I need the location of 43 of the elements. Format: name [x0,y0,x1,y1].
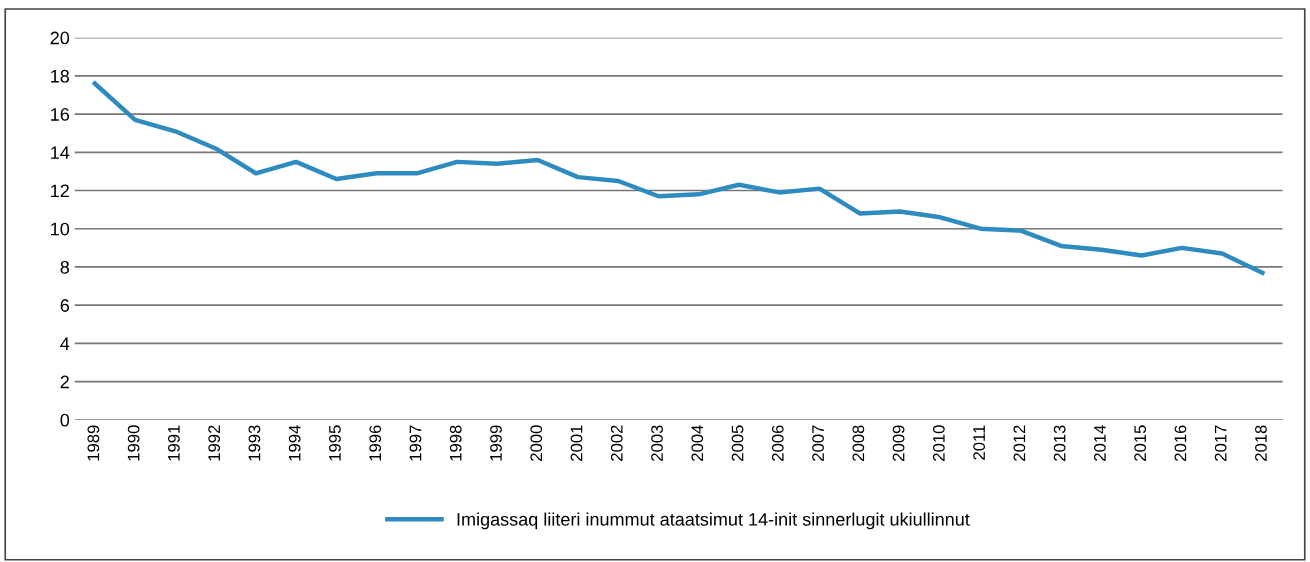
x-tick-label: 2017 [1214,425,1227,461]
x-tick-label: 2014 [1093,425,1106,461]
x-tick-label: 2001 [570,425,583,461]
y-tick-label: 14 [51,146,70,159]
x-tick-label: 1992 [208,425,221,461]
x-tick-label: 2000 [530,425,543,461]
x-tick-label: 1994 [288,425,301,461]
x-tick-label: 1997 [409,425,422,461]
y-tick-label: 10 [51,222,70,236]
y-tick-label: 0 [60,413,70,427]
x-tick-label: 2008 [852,425,865,461]
y-tick-label: 6 [60,299,70,312]
y-tick-label: 4 [60,337,70,350]
x-tick-label: 2012 [1013,425,1026,461]
y-tick-label: 12 [51,184,69,198]
x-tick-label: 1991 [167,425,180,461]
legend-label: Imigassaq liiteri inummut ataatsimut 14-init sinnerlugit ukiullinnut [457,512,970,530]
x-tick-label: 1996 [369,425,382,461]
y-tick-label: 2 [60,375,69,389]
x-tick-label: 2011 [973,425,986,460]
x-tick-label: 1995 [329,425,341,461]
x-tick-label: 2005 [731,425,744,461]
x-tick-label: 2016 [1174,425,1187,461]
x-tick-label: 2002 [610,425,623,461]
x-tick-label: 1999 [490,425,502,461]
x-tick-label: 1998 [449,425,462,461]
x-tick-label: 2009 [892,425,905,461]
y-tick-label: 18 [51,69,70,83]
x-tick-label: 2010 [932,425,945,461]
x-tick-label: 1993 [248,425,261,461]
y-tick-label: 16 [51,108,70,121]
x-tick-label: 2013 [1053,425,1066,461]
x-tick-label: 2004 [691,425,704,461]
x-tick-label: 2003 [651,425,663,461]
x-tick-label: 1989 [87,425,100,461]
x-tick-label: 2007 [812,425,824,461]
x-tick-label: 2015 [1134,425,1147,461]
y-tick-label: 8 [60,260,70,274]
line-series [92,81,1265,275]
x-tick-label: 2018 [1255,425,1267,461]
y-tick-label: 20 [50,31,70,45]
x-tick-label: 2006 [771,425,784,461]
x-tick-label: 1990 [127,425,140,461]
